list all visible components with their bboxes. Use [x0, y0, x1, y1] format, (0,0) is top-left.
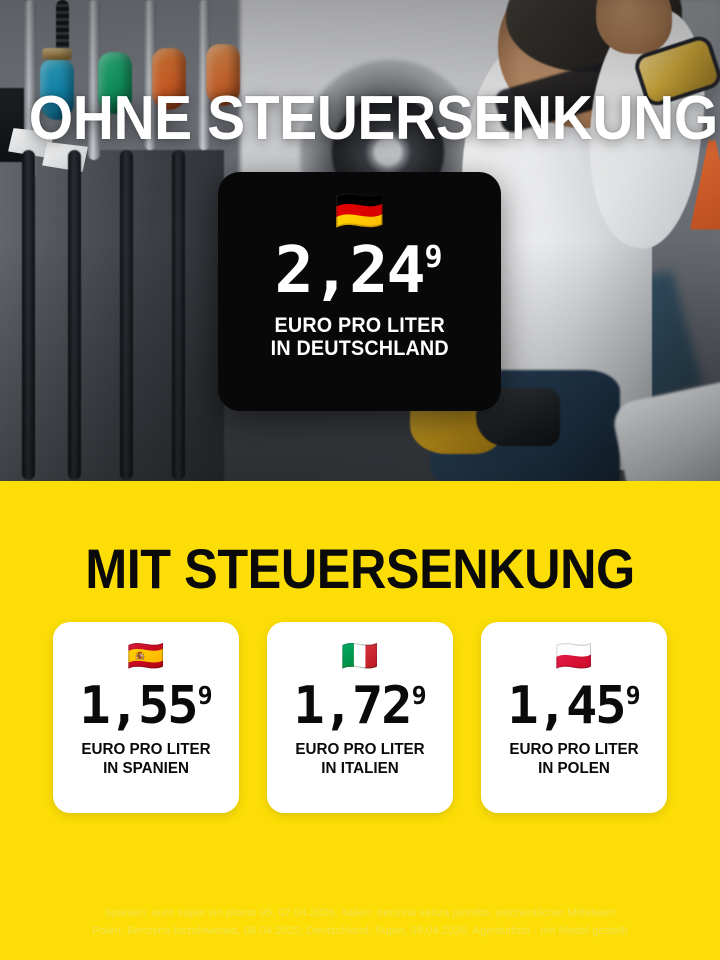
footnote-line-2: Polen: Benzyna bezolowiowa, 08.04.2025; …	[92, 924, 628, 937]
caption-line-2: IN SPANIEN	[103, 759, 189, 777]
price-value-poland: 1,45 9	[507, 676, 641, 736]
fuel-pump-body	[0, 150, 224, 481]
fuel-nozzle-orange-icon	[152, 48, 186, 110]
price-value-spain: 1,55 9	[79, 676, 213, 736]
fuel-nozzle-green-icon	[98, 52, 132, 114]
price-caption-spain: EURO PRO LITER IN SPANIEN	[81, 741, 210, 778]
footnote-sources: Spanien: euro super sin plomo 95, 07.04.…	[0, 905, 720, 941]
price-caption-germany: EURO PRO LITER IN DEUTSCHLAND	[270, 314, 448, 361]
price-value-italy: 1,72 9	[293, 676, 427, 736]
bottom-yellow-section: MIT STEUERSENKUNG 🇪🇸 1,55 9 EURO PRO LIT…	[0, 481, 720, 960]
caption-line-1: EURO PRO LITER	[81, 741, 211, 759]
fuel-pipe-icon	[198, 0, 210, 150]
flag-spain-icon: 🇪🇸	[127, 640, 165, 673]
price-card-row: 🇪🇸 1,55 9 EURO PRO LITER IN SPANIEN 🇮🇹 1…	[53, 622, 667, 813]
price-main-italy: 1,72	[293, 676, 412, 736]
fuel-hose-icon	[172, 150, 185, 480]
top-photo-section: OHNE STEUERSENKUNG 🇩🇪 2,24 9 EURO PRO LI…	[0, 0, 720, 481]
price-main-germany: 2,24	[274, 234, 426, 308]
price-superscript-spain: 9	[197, 681, 213, 710]
price-value-germany: 2,24 9	[274, 234, 443, 308]
man-hand-on-head	[596, 0, 672, 54]
price-card-italy: 🇮🇹 1,72 9 EURO PRO LITER IN ITALIEN	[267, 622, 453, 813]
caption-line-1: EURO PRO LITER	[295, 741, 425, 759]
caption-line-1: EURO PRO LITER	[509, 741, 639, 759]
caption-line-1: EURO PRO LITER	[274, 313, 445, 337]
fuel-pipe-icon	[88, 0, 100, 160]
caption-line-2: IN POLEN	[538, 759, 610, 777]
price-superscript-poland: 9	[625, 681, 641, 710]
price-caption-italy: EURO PRO LITER IN ITALIEN	[295, 741, 424, 778]
fuel-pump-bank	[0, 0, 240, 481]
price-card-germany: 🇩🇪 2,24 9 EURO PRO LITER IN DEUTSCHLAND	[218, 172, 501, 411]
fuel-nozzle-collar-icon	[42, 48, 72, 60]
price-main-spain: 1,55	[79, 676, 198, 736]
footnote-line-1: Spanien: euro super sin plomo 95, 07.04.…	[104, 907, 616, 919]
price-superscript-germany: 9	[424, 240, 443, 275]
price-card-poland: 🇵🇱 1,45 9 EURO PRO LITER IN POLEN	[481, 622, 667, 813]
price-main-poland: 1,45	[507, 676, 626, 736]
caption-line-2: IN DEUTSCHLAND	[270, 337, 449, 361]
fuel-nozzle-orange-2-icon	[206, 44, 240, 106]
flag-poland-icon: 🇵🇱	[555, 640, 593, 673]
price-card-spain: 🇪🇸 1,55 9 EURO PRO LITER IN SPANIEN	[53, 622, 239, 813]
fuel-pipe-icon	[144, 0, 156, 150]
flag-germany-icon: 🇩🇪	[334, 189, 385, 233]
fuel-nozzle-blue-icon	[40, 58, 74, 120]
bottom-headline: MIT STEUERSENKUNG	[85, 537, 635, 600]
top-headline: OHNE STEUERSENKUNG	[28, 84, 718, 153]
fuel-hose-icon	[68, 150, 81, 480]
caption-line-2: IN ITALIEN	[321, 759, 399, 777]
fuel-hose-icon	[22, 150, 35, 480]
price-caption-poland: EURO PRO LITER IN POLEN	[509, 741, 638, 778]
price-superscript-italy: 9	[411, 681, 427, 710]
fuel-hose-coil-icon	[56, 0, 69, 62]
fuel-hose-icon	[120, 150, 133, 480]
flag-italy-icon: 🇮🇹	[341, 640, 379, 673]
